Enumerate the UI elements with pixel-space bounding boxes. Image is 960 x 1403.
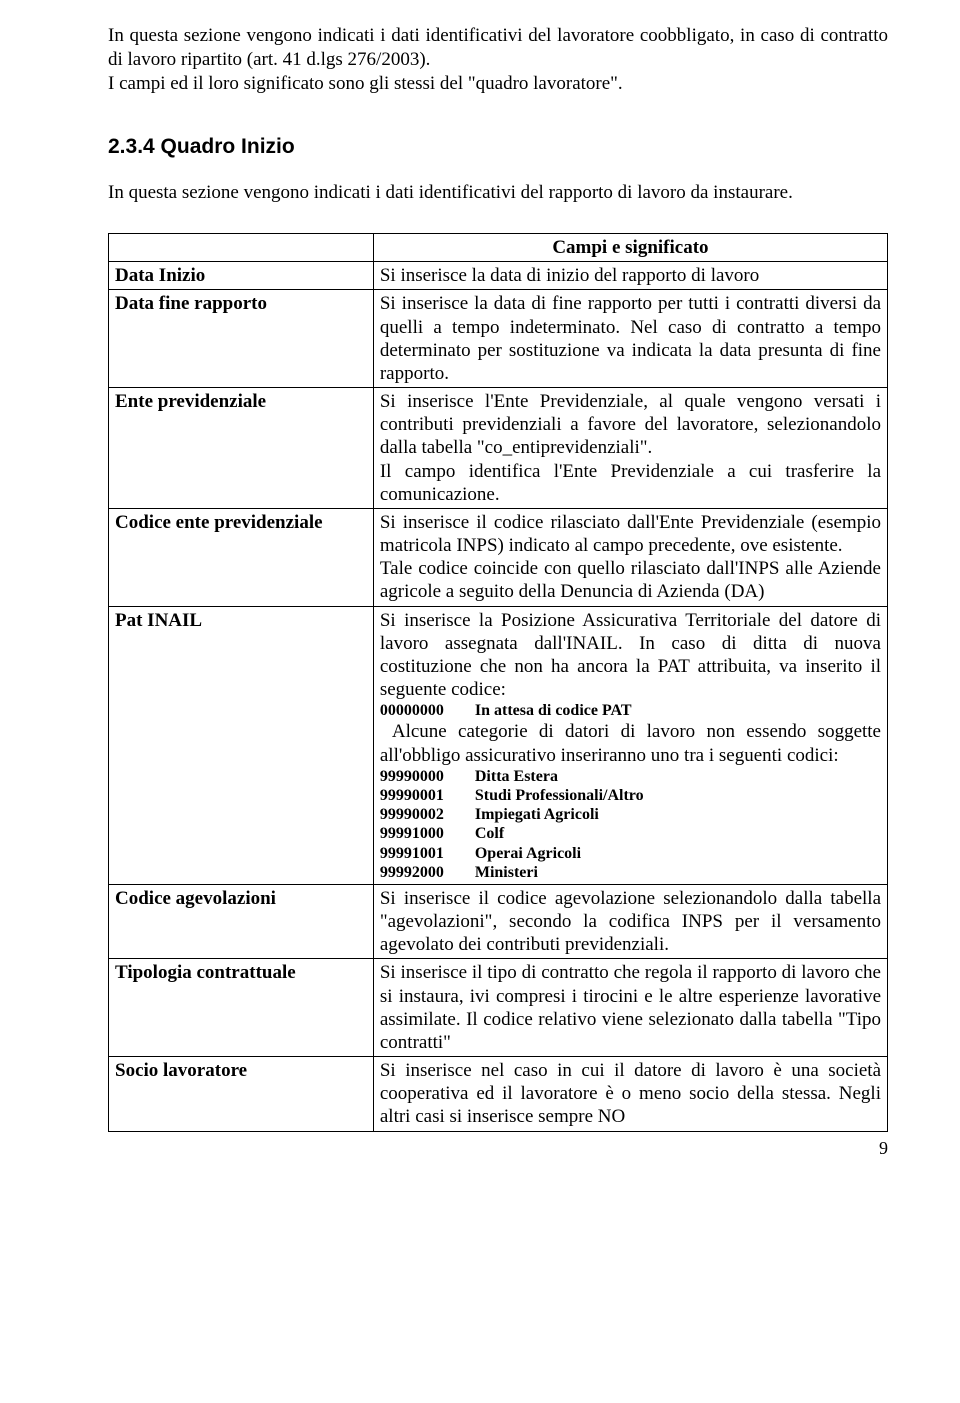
intro-text-1: In questa sezione vengono indicati i dat… bbox=[108, 25, 888, 70]
intro-text-2: I campi ed il loro significato sono gli … bbox=[108, 73, 623, 94]
code-list-1: 00000000 In attesa di codice PAT bbox=[380, 701, 881, 720]
pat-inail-text-1: Si inserisce la Posizione Assicurativa T… bbox=[380, 610, 881, 701]
table-row: Codice agevolazioni Si inserisce il codi… bbox=[109, 884, 888, 959]
table-row: Ente previdenziale Si inserisce l'Ente P… bbox=[109, 388, 888, 509]
code-row: 99991000 Colf bbox=[380, 824, 881, 843]
row-desc: Si inserisce il codice agevolazione sele… bbox=[373, 884, 887, 959]
row-label: Socio lavoratore bbox=[109, 1057, 374, 1132]
table-row: Tipologia contrattuale Si inserisce il t… bbox=[109, 959, 888, 1057]
section-intro: In questa sezione vengono indicati i dat… bbox=[108, 181, 888, 205]
row-desc: Si inserisce la Posizione Assicurativa T… bbox=[373, 606, 887, 884]
code-list-2: 99990000 Ditta Estera 99990001 Studi Pro… bbox=[380, 767, 881, 882]
table-row: Pat INAIL Si inserisce la Posizione Assi… bbox=[109, 606, 888, 884]
code-key: 99992000 bbox=[380, 863, 475, 882]
code-key: 99990000 bbox=[380, 767, 475, 786]
fields-table: Campi e significato Data Inizio Si inser… bbox=[108, 233, 888, 1132]
table-row: Socio lavoratore Si inserisce nel caso i… bbox=[109, 1057, 888, 1132]
code-val: Operai Agricoli bbox=[475, 844, 881, 863]
page-number: 9 bbox=[108, 1138, 888, 1159]
row-label: Data fine rapporto bbox=[109, 290, 374, 388]
row-desc: Si inserisce il codice rilasciato dall'E… bbox=[373, 508, 887, 606]
header-empty-cell bbox=[109, 234, 374, 262]
header-cell: Campi e significato bbox=[373, 234, 887, 262]
row-label: Pat INAIL bbox=[109, 606, 374, 884]
row-label: Tipologia contrattuale bbox=[109, 959, 374, 1057]
code-key: 00000000 bbox=[380, 701, 475, 720]
code-val: Ministeri bbox=[475, 863, 881, 882]
row-label: Codice ente previdenziale bbox=[109, 508, 374, 606]
row-desc: Si inserisce nel caso in cui il datore d… bbox=[373, 1057, 887, 1132]
code-row: 99991001 Operai Agricoli bbox=[380, 844, 881, 863]
table-row: Data fine rapporto Si inserisce la data … bbox=[109, 290, 888, 388]
row-label: Codice agevolazioni bbox=[109, 884, 374, 959]
row-label: Ente previdenziale bbox=[109, 388, 374, 509]
code-row: 00000000 In attesa di codice PAT bbox=[380, 701, 881, 720]
code-key: 99990001 bbox=[380, 786, 475, 805]
table-row: Codice ente previdenziale Si inserisce i… bbox=[109, 508, 888, 606]
code-val: Impiegati Agricoli bbox=[475, 805, 881, 824]
pat-inail-text-2: Alcune categorie di datori di lavoro non… bbox=[380, 720, 881, 766]
section-heading: 2.3.4 Quadro Inizio bbox=[108, 135, 888, 159]
code-key: 99991000 bbox=[380, 824, 475, 843]
code-val: Colf bbox=[475, 824, 881, 843]
code-row: 99990000 Ditta Estera bbox=[380, 767, 881, 786]
code-val: Studi Professionali/Altro bbox=[475, 786, 881, 805]
code-key: 99991001 bbox=[380, 844, 475, 863]
row-desc: Si inserisce il tipo di contratto che re… bbox=[373, 959, 887, 1057]
code-val: Ditta Estera bbox=[475, 767, 881, 786]
table-row: Data Inizio Si inserisce la data di iniz… bbox=[109, 262, 888, 290]
code-key: 99990002 bbox=[380, 805, 475, 824]
code-row: 99992000 Ministeri bbox=[380, 863, 881, 882]
row-desc: Si inserisce la data di fine rapporto pe… bbox=[373, 290, 887, 388]
row-label: Data Inizio bbox=[109, 262, 374, 290]
intro-paragraph: In questa sezione vengono indicati i dat… bbox=[108, 24, 888, 95]
code-row: 99990001 Studi Professionali/Altro bbox=[380, 786, 881, 805]
table-header-row: Campi e significato bbox=[109, 234, 888, 262]
document-page: In questa sezione vengono indicati i dat… bbox=[0, 0, 960, 1183]
row-desc: Si inserisce l'Ente Previdenziale, al qu… bbox=[373, 388, 887, 509]
code-row: 99990002 Impiegati Agricoli bbox=[380, 805, 881, 824]
code-val: In attesa di codice PAT bbox=[475, 701, 881, 720]
row-desc: Si inserisce la data di inizio del rappo… bbox=[373, 262, 887, 290]
